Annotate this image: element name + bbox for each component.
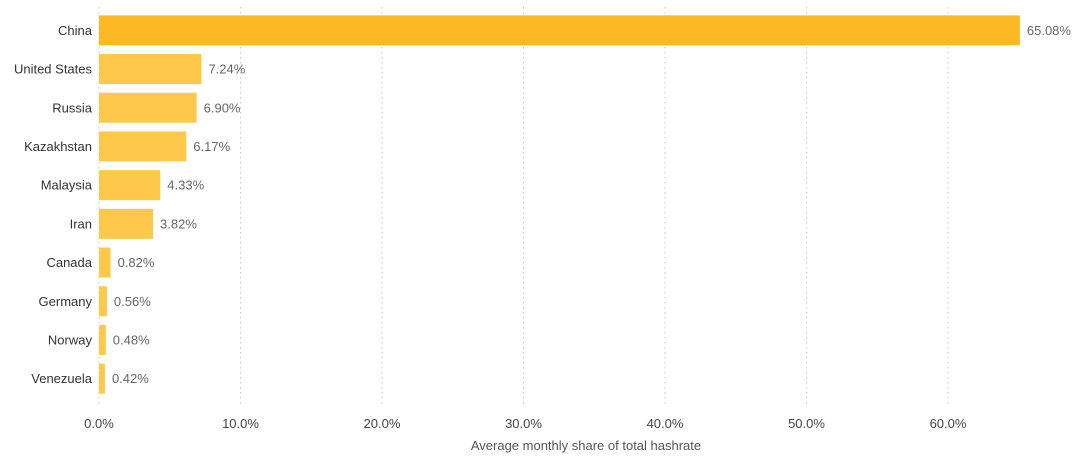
category-label: Canada bbox=[46, 255, 92, 270]
bar[interactable] bbox=[99, 170, 161, 201]
category-label: Iran bbox=[70, 216, 92, 231]
category-label: Venezuela bbox=[31, 371, 92, 386]
x-tick-label: 60.0% bbox=[930, 416, 967, 431]
category-label: Kazakhstan bbox=[24, 139, 92, 154]
bar[interactable] bbox=[99, 208, 154, 239]
data-label: 6.90% bbox=[204, 100, 241, 115]
data-label: 4.33% bbox=[167, 178, 204, 193]
data-label: 7.24% bbox=[208, 62, 245, 77]
x-tick-label: 50.0% bbox=[788, 416, 825, 431]
data-label: 0.42% bbox=[112, 371, 149, 386]
bar[interactable] bbox=[99, 324, 106, 355]
x-tick-label: 20.0% bbox=[364, 416, 401, 431]
bar[interactable] bbox=[99, 131, 187, 162]
x-tick-label: 10.0% bbox=[222, 416, 259, 431]
bar[interactable] bbox=[99, 247, 111, 278]
category-label: China bbox=[58, 23, 93, 38]
bar[interactable] bbox=[99, 92, 197, 123]
data-label: 0.82% bbox=[118, 255, 155, 270]
data-label: 6.17% bbox=[193, 139, 230, 154]
x-axis-title: Average monthly share of total hashrate bbox=[471, 438, 701, 453]
data-label: 0.48% bbox=[113, 332, 150, 347]
bar[interactable] bbox=[99, 15, 1020, 46]
x-tick-label: 30.0% bbox=[505, 416, 542, 431]
bar[interactable] bbox=[99, 54, 202, 85]
bar[interactable] bbox=[99, 363, 105, 394]
data-label: 65.08% bbox=[1027, 23, 1072, 38]
bar[interactable] bbox=[99, 286, 107, 317]
data-label: 0.56% bbox=[114, 294, 151, 309]
category-label: Norway bbox=[48, 332, 93, 347]
data-label: 3.82% bbox=[160, 216, 197, 231]
category-label: Malaysia bbox=[41, 178, 93, 193]
grid-lines bbox=[98, 7, 949, 404]
bars bbox=[99, 15, 1020, 394]
category-label: Russia bbox=[52, 100, 93, 115]
category-label: Germany bbox=[39, 294, 93, 309]
x-tick-label: 40.0% bbox=[647, 416, 684, 431]
category-label: United States bbox=[14, 62, 93, 77]
x-tick-label: 0.0% bbox=[84, 416, 114, 431]
labels: 0.0% 10.0% 20.0% 30.0% 40.0% 50.0% 60.0% China 6… bbox=[14, 23, 1071, 431]
